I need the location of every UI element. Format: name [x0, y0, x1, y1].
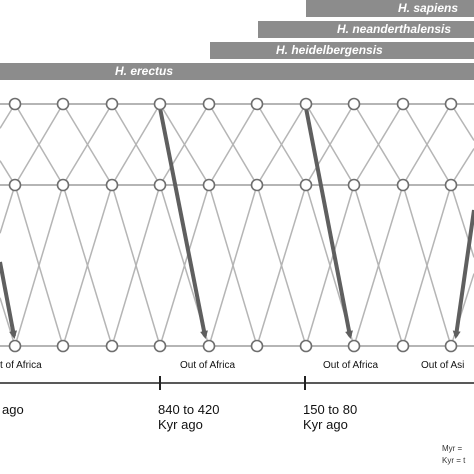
time-label-line1: 840 to 420 [158, 402, 220, 417]
population-node [153, 97, 167, 111]
population-node [105, 178, 119, 192]
population-node [105, 339, 119, 353]
event-label: t of Africa [0, 360, 42, 371]
edge-diagonal [14, 184, 64, 347]
edge-diagonal [353, 184, 404, 347]
population-node [347, 97, 361, 111]
population-node [202, 97, 216, 111]
edge-diagonal [62, 184, 113, 347]
population-node [396, 97, 410, 111]
time-label-line1: 150 to 80 [303, 402, 358, 417]
population-node [202, 178, 216, 192]
population-node [299, 178, 313, 192]
edge-diagonal [450, 148, 474, 186]
population-node [347, 339, 361, 353]
population-node [56, 178, 70, 192]
edge-diagonal [450, 103, 474, 141]
species-label-h-erectus: H. erectus [115, 64, 174, 78]
time-label: 150 to 80 Kyr ago [303, 402, 357, 432]
edge-diagonal [14, 103, 64, 186]
species-bar-h-sapiens [306, 0, 474, 17]
population-node [56, 97, 70, 111]
population-node [8, 97, 22, 111]
population-node [444, 178, 458, 192]
edge-diagonal [256, 184, 307, 347]
edge-diagonal [208, 103, 258, 186]
edge-diagonal [208, 184, 258, 347]
edge-diagonal [305, 184, 355, 347]
edge-diagonal [62, 103, 113, 186]
migration-arrow [452, 209, 474, 339]
species-bar-h-heidelbergensis [210, 42, 474, 59]
edge-diagonal [159, 103, 210, 186]
population-node [56, 339, 70, 353]
time-axis [0, 376, 474, 390]
population-node [153, 178, 167, 192]
edge-diagonal [111, 184, 161, 347]
population-node [202, 339, 216, 353]
population-node [347, 178, 361, 192]
edge-diagonal [305, 103, 355, 186]
migration-arrow [158, 107, 208, 339]
event-label: Out of Asi [421, 360, 465, 371]
species-label-h-sapiens: H. sapiens [398, 1, 459, 15]
population-nodes [8, 97, 458, 353]
edge-diagonal [111, 103, 161, 186]
population-node [250, 339, 264, 353]
population-node [250, 97, 264, 111]
time-label-line2: Kyr ago [158, 417, 203, 432]
population-node [396, 339, 410, 353]
population-node [153, 339, 167, 353]
edge-diagonal [0, 184, 16, 234]
event-label: Out of Africa [323, 360, 379, 371]
time-label-line2: ago [2, 402, 24, 417]
edge-diagonal [402, 184, 452, 347]
event-label: Out of Africa [180, 360, 236, 371]
edge-diagonal [159, 184, 210, 347]
time-label-line2: Kyr ago [303, 417, 348, 432]
migration-arrow [0, 261, 18, 339]
population-node [396, 178, 410, 192]
species-label-h-neanderthalensis: H. neanderthalensis [337, 22, 452, 36]
population-node [105, 97, 119, 111]
time-label: ago [2, 402, 24, 417]
migration-arrows [0, 107, 474, 339]
legend-myr: Myr = [442, 444, 463, 453]
gene-flow-edges [0, 103, 474, 347]
edge-diagonal [353, 103, 404, 186]
edge-diagonal [402, 103, 452, 186]
legend-kyr: Kyr = t [442, 456, 466, 465]
population-node [299, 97, 313, 111]
species-bar-h-neanderthalensis [258, 21, 474, 38]
population-node [8, 178, 22, 192]
population-node [8, 339, 22, 353]
species-bar-h-erectus [0, 63, 474, 80]
population-node [444, 97, 458, 111]
population-node [444, 339, 458, 353]
population-node [299, 339, 313, 353]
species-label-h-heidelbergensis: H. heidelbergensis [276, 43, 383, 57]
time-label: 840 to 420 Kyr ago [158, 402, 219, 432]
population-node [250, 178, 264, 192]
migration-arrow [304, 107, 353, 339]
edge-diagonal [256, 103, 307, 186]
